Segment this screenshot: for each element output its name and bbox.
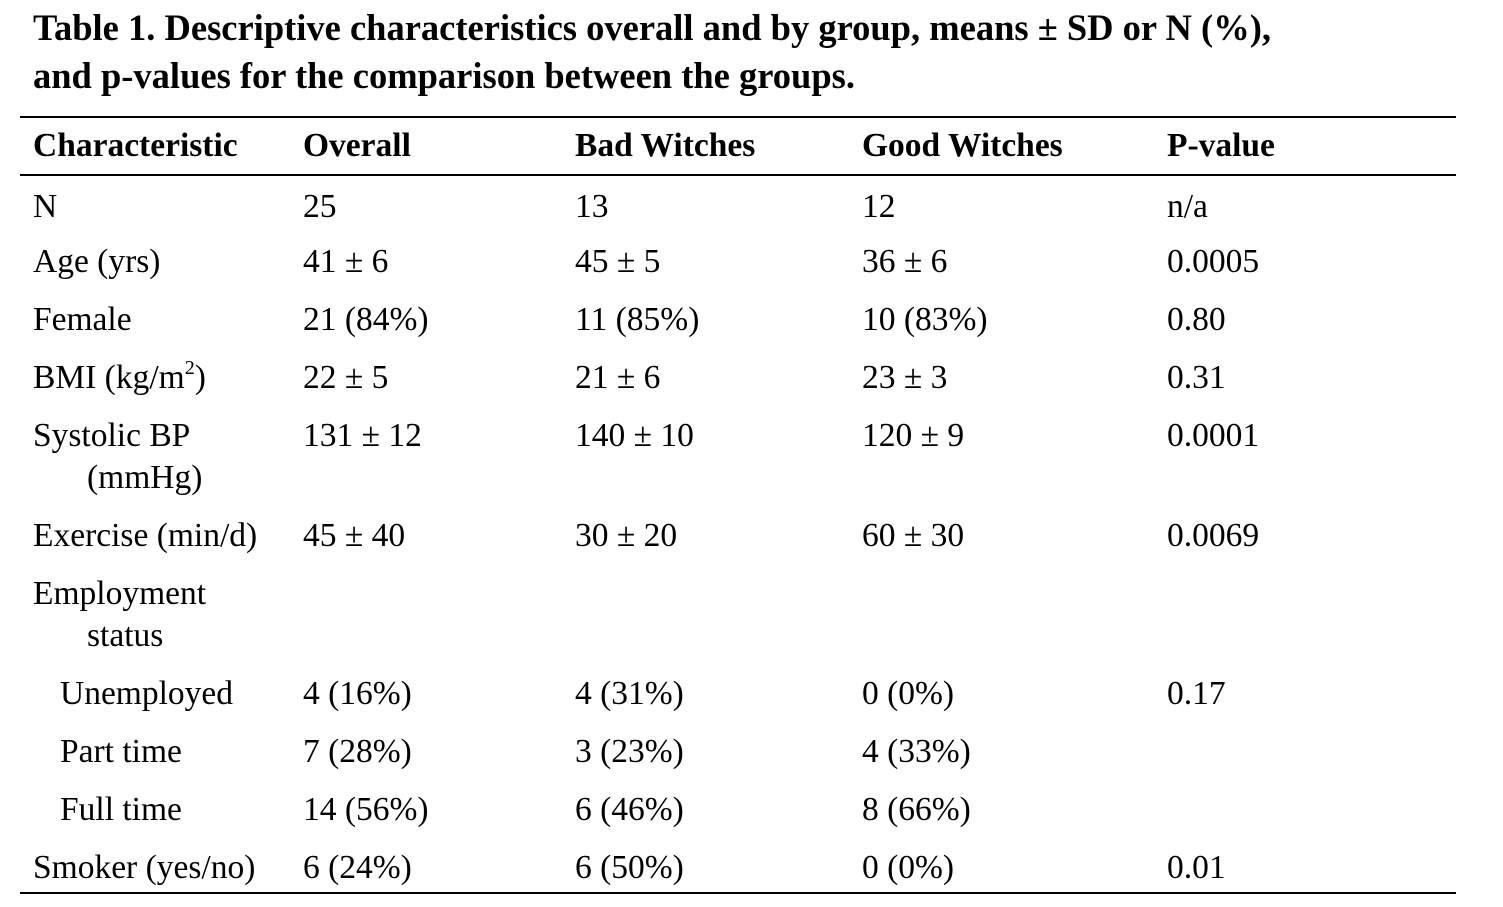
cell-good-witches: 120 ± 9 xyxy=(862,417,965,454)
header-row: Characteristic Overall Bad Witches Good … xyxy=(20,117,1456,176)
table-row: Systolic BP (mmHg) 131 ± 12 140 ± 10 120 … xyxy=(20,407,1456,507)
cell-bad-witches: 6 (46%) xyxy=(575,791,684,828)
table-row: Part time 7 (28%) 3 (23%) 4 (33%) xyxy=(20,723,1456,781)
cell-good-witches: 4 (33%) xyxy=(862,733,971,770)
cell-bad-witches: 3 (23%) xyxy=(575,733,684,770)
cell-good-witches: 12 xyxy=(862,188,896,225)
row-label: Employment status xyxy=(20,565,303,665)
cell-good-witches: 23 ± 3 xyxy=(862,359,948,396)
table-row: Smoker (yes/no) 6 (24%) 6 (50%) 0 (0%) 0… xyxy=(20,839,1456,893)
table-row: Unemployed 4 (16%) 4 (31%) 0 (0%) 0.17 xyxy=(20,665,1456,723)
cell-overall xyxy=(303,565,575,665)
cell-overall: 4 (16%) xyxy=(303,675,412,712)
row-label: BMI (kg/m2) xyxy=(20,349,303,407)
table-row: Age (yrs) 41 ± 6 45 ± 5 36 ± 6 0.0005 xyxy=(20,233,1456,291)
cell-bad-witches xyxy=(575,565,862,665)
cell-bad-witches: 6 (50%) xyxy=(575,849,684,886)
header-bad-witches: Bad Witches xyxy=(575,117,862,176)
cell-p-value xyxy=(1167,781,1456,839)
cell-p-value: 0.31 xyxy=(1167,359,1226,396)
caption-line-1: Table 1. Descriptive characteristics ove… xyxy=(33,7,1271,48)
table-row: Female 21 (84%) 11 (85%) 10 (83%) 0.80 xyxy=(20,291,1456,349)
cell-p-value: 0.17 xyxy=(1167,675,1226,712)
cell-overall: 7 (28%) xyxy=(303,733,412,770)
table-row: N 25 13 12 n/a xyxy=(20,175,1456,233)
row-label: N xyxy=(33,188,58,225)
row-label: Age (yrs) xyxy=(33,243,161,280)
row-label-text: Systolic BP xyxy=(33,417,191,454)
cell-p-value xyxy=(1167,565,1456,665)
row-label: Systolic BP (mmHg) xyxy=(20,407,303,507)
cell-good-witches: 8 (66%) xyxy=(862,791,971,828)
cell-overall: 6 (24%) xyxy=(303,849,412,886)
cell-p-value: 0.80 xyxy=(1167,301,1226,338)
row-label: Full time xyxy=(60,791,182,828)
header-overall: Overall xyxy=(303,117,575,176)
row-label-continuation: status xyxy=(87,617,164,654)
cell-bad-witches: 4 (31%) xyxy=(575,675,684,712)
row-label-continuation: (mmHg) xyxy=(87,459,203,496)
cell-good-witches: 0 (0%) xyxy=(862,675,955,712)
row-label-tail: ) xyxy=(194,359,206,396)
row-label-text: Employment xyxy=(33,575,207,612)
table-row: BMI (kg/m2) 22 ± 5 21 ± 6 23 ± 3 0.31 xyxy=(20,349,1456,407)
cell-p-value: n/a xyxy=(1167,188,1208,225)
caption-line-2: and p-values for the comparison between … xyxy=(33,55,855,96)
cell-good-witches xyxy=(862,565,1167,665)
header-good-witches: Good Witches xyxy=(862,117,1167,176)
cell-good-witches: 10 (83%) xyxy=(862,301,988,338)
row-label: Exercise (min/d) xyxy=(33,517,258,554)
row-label: Female xyxy=(33,301,132,338)
row-label: Part time xyxy=(60,733,182,770)
cell-bad-witches: 140 ± 10 xyxy=(575,417,694,454)
cell-bad-witches: 13 xyxy=(575,188,609,225)
header-characteristic: Characteristic xyxy=(20,117,303,176)
cell-p-value: 0.0001 xyxy=(1167,417,1260,454)
cell-p-value xyxy=(1167,723,1456,781)
cell-bad-witches: 45 ± 5 xyxy=(575,243,661,280)
row-label: Smoker (yes/no) xyxy=(33,849,256,886)
cell-bad-witches: 21 ± 6 xyxy=(575,359,661,396)
cell-overall: 25 xyxy=(303,188,337,225)
cell-p-value: 0.01 xyxy=(1167,849,1226,886)
superscript-2: 2 xyxy=(184,356,195,379)
row-label-text: BMI (kg/m xyxy=(33,359,185,396)
table-row: Employment status xyxy=(20,565,1456,665)
cell-overall: 14 (56%) xyxy=(303,791,429,828)
cell-overall: 22 ± 5 xyxy=(303,359,389,396)
cell-good-witches: 60 ± 30 xyxy=(862,517,965,554)
cell-good-witches: 36 ± 6 xyxy=(862,243,948,280)
table-row: Full time 14 (56%) 6 (46%) 8 (66%) xyxy=(20,781,1456,839)
cell-overall: 41 ± 6 xyxy=(303,243,389,280)
cell-overall: 21 (84%) xyxy=(303,301,429,338)
cell-good-witches: 0 (0%) xyxy=(862,849,955,886)
cell-p-value: 0.0069 xyxy=(1167,517,1260,554)
cell-bad-witches: 30 ± 20 xyxy=(575,517,678,554)
row-label: Unemployed xyxy=(60,675,234,712)
table-caption: Table 1. Descriptive characteristics ove… xyxy=(33,4,1473,100)
cell-p-value: 0.0005 xyxy=(1167,243,1260,280)
cell-bad-witches: 11 (85%) xyxy=(575,301,700,338)
table-body: N 25 13 12 n/a Age (yrs) 41 ± 6 45 ± 5 3… xyxy=(20,175,1456,893)
cell-overall: 131 ± 12 xyxy=(303,417,422,454)
cell-overall: 45 ± 40 xyxy=(303,517,406,554)
table-header: Characteristic Overall Bad Witches Good … xyxy=(20,117,1456,176)
descriptive-characteristics-table: Characteristic Overall Bad Witches Good … xyxy=(20,116,1456,894)
table-row: Exercise (min/d) 45 ± 40 30 ± 20 60 ± 30… xyxy=(20,507,1456,565)
header-p-value: P-value xyxy=(1167,117,1456,176)
